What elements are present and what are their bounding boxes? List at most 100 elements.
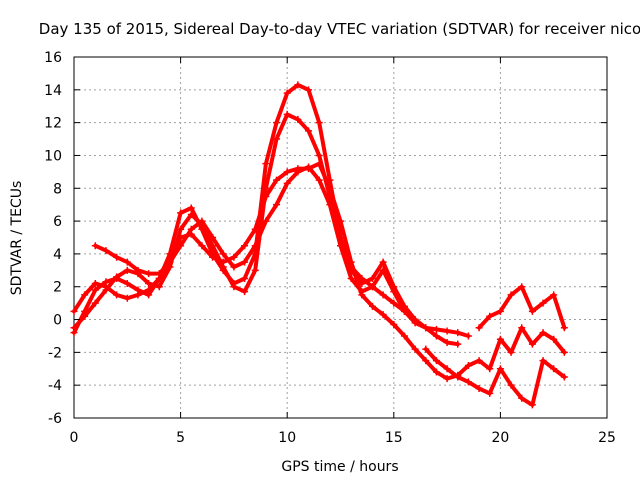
data-point: [528, 401, 536, 409]
x-tick-labels: 0 5 10 15 20 25: [70, 430, 616, 446]
x-tick-label: 25: [598, 430, 616, 446]
data-point: [262, 192, 270, 200]
data-point: [251, 242, 259, 250]
data-point: [102, 247, 110, 255]
data-point: [539, 357, 547, 365]
data-point: [273, 135, 281, 143]
data-point: [347, 275, 355, 283]
data-point: [496, 365, 504, 373]
data-point: [432, 325, 440, 333]
data-point: [241, 288, 249, 296]
data-point: [81, 312, 89, 320]
data-point: [155, 270, 163, 278]
data-point: [379, 266, 387, 274]
data-point: [305, 86, 313, 94]
plot-frame: [73, 56, 608, 419]
data-point: [187, 211, 195, 219]
data-point: [528, 307, 536, 315]
data-point: [294, 168, 302, 176]
data-point: [113, 253, 121, 261]
data-point: [560, 373, 568, 381]
data-point: [390, 288, 398, 296]
data-point: [443, 327, 451, 335]
data-point: [187, 204, 195, 212]
data-point: [507, 381, 515, 389]
data-point: [539, 299, 547, 307]
data-point: [81, 291, 89, 299]
data-point: [177, 225, 185, 233]
data-point: [251, 225, 259, 233]
data-point: [219, 250, 227, 258]
data-point: [464, 378, 472, 386]
data-point: [518, 394, 526, 402]
series-layer: [70, 81, 568, 409]
data-point: [454, 329, 462, 337]
data-point: [251, 266, 259, 274]
data-point: [326, 201, 334, 209]
data-point: [294, 81, 302, 89]
x-tick-label: 10: [278, 430, 296, 446]
data-point: [283, 168, 291, 176]
x-tick-label: 5: [176, 430, 185, 446]
axis-ticks: [73, 56, 608, 419]
x-axis-label: GPS time / hours: [281, 459, 398, 475]
y-tick-label: 12: [44, 116, 62, 132]
data-point: [486, 389, 494, 397]
data-point: [209, 242, 217, 250]
data-point: [123, 258, 131, 266]
data-point: [422, 357, 430, 365]
y-tick-label: -2: [48, 345, 62, 361]
data-point: [443, 375, 451, 383]
data-point: [91, 299, 99, 307]
y-tick-labels: -6 -4 -2 0 2 4 6 8 10 12 14 16: [44, 50, 62, 427]
data-point: [198, 217, 206, 225]
data-point: [91, 279, 99, 287]
data-point: [358, 291, 366, 299]
data-point: [273, 201, 281, 209]
data-point: [518, 324, 526, 332]
data-point: [241, 258, 249, 266]
data-point: [400, 307, 408, 315]
data-point: [70, 307, 78, 315]
data-point: [379, 291, 387, 299]
data-point: [113, 291, 121, 299]
data-point: [379, 311, 387, 319]
data-point: [102, 283, 110, 291]
data-point: [209, 253, 217, 261]
data-point: [241, 275, 249, 283]
data-point: [145, 279, 153, 287]
data-point: [539, 329, 547, 337]
data-point: [390, 299, 398, 307]
data-point: [550, 335, 558, 343]
data-point: [315, 151, 323, 159]
data-point: [454, 373, 462, 381]
data-point: [518, 283, 526, 291]
data-point: [123, 266, 131, 274]
y-tick-label: -4: [48, 378, 62, 394]
data-point: [400, 332, 408, 340]
data-point: [464, 332, 472, 340]
data-point: [145, 270, 153, 278]
data-point: [123, 279, 131, 287]
data-point: [241, 242, 249, 250]
data-point: [464, 361, 472, 369]
data-point: [283, 110, 291, 118]
data-point: [177, 234, 185, 241]
data-point: [315, 160, 323, 168]
data-point: [134, 266, 142, 274]
data-point: [528, 340, 536, 348]
data-point: [305, 127, 313, 135]
x-tick-label: 15: [385, 430, 403, 446]
data-point: [560, 348, 568, 356]
data-point: [70, 324, 78, 332]
data-point: [432, 368, 440, 376]
data-point: [475, 324, 483, 332]
data-point: [454, 340, 462, 348]
data-point: [91, 286, 99, 294]
series-line-3: [72, 161, 567, 381]
y-tick-label: 0: [53, 313, 62, 329]
data-point: [113, 273, 121, 281]
data-point: [422, 345, 430, 353]
data-point: [198, 242, 206, 250]
